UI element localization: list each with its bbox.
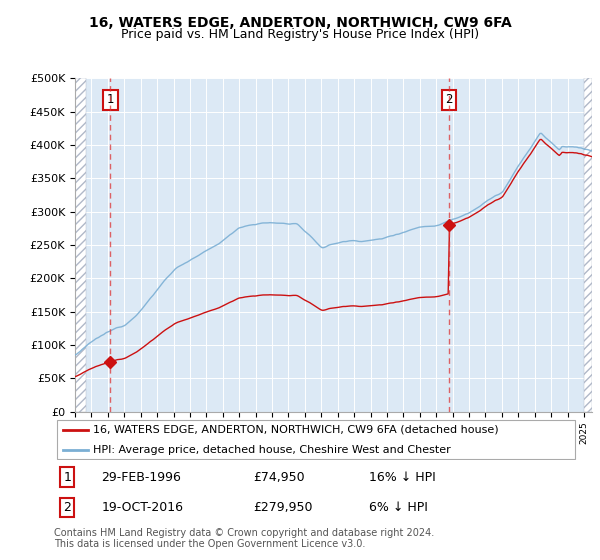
Text: 16, WATERS EDGE, ANDERTON, NORTHWICH, CW9 6FA (detached house): 16, WATERS EDGE, ANDERTON, NORTHWICH, CW…: [94, 424, 499, 435]
Text: 1: 1: [107, 93, 114, 106]
Text: 16% ↓ HPI: 16% ↓ HPI: [369, 470, 436, 483]
Text: 2: 2: [63, 501, 71, 514]
Text: £74,950: £74,950: [254, 470, 305, 483]
FancyBboxPatch shape: [56, 420, 575, 459]
Text: 19-OCT-2016: 19-OCT-2016: [101, 501, 183, 514]
Text: 1: 1: [63, 470, 71, 483]
Text: Contains HM Land Registry data © Crown copyright and database right 2024.
This d: Contains HM Land Registry data © Crown c…: [54, 528, 434, 549]
Text: 2: 2: [446, 93, 453, 106]
Text: Price paid vs. HM Land Registry's House Price Index (HPI): Price paid vs. HM Land Registry's House …: [121, 28, 479, 41]
Text: 16, WATERS EDGE, ANDERTON, NORTHWICH, CW9 6FA: 16, WATERS EDGE, ANDERTON, NORTHWICH, CW…: [89, 16, 511, 30]
Text: 6% ↓ HPI: 6% ↓ HPI: [369, 501, 428, 514]
Text: HPI: Average price, detached house, Cheshire West and Chester: HPI: Average price, detached house, Ches…: [94, 445, 451, 455]
Text: 29-FEB-1996: 29-FEB-1996: [101, 470, 181, 483]
Text: £279,950: £279,950: [254, 501, 313, 514]
